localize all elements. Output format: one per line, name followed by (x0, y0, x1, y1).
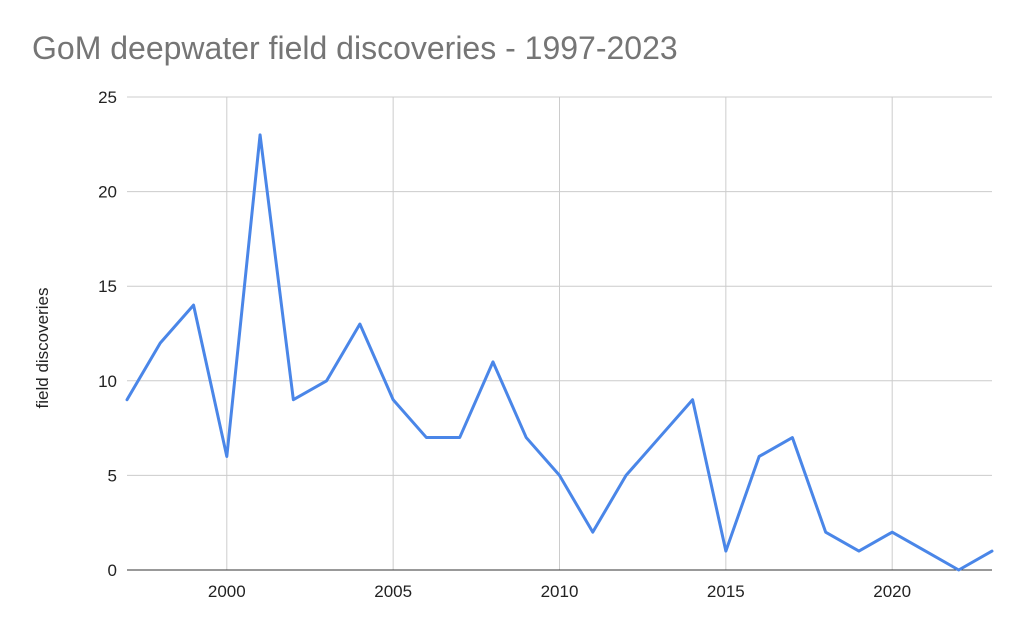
x-tick-label: 2015 (707, 582, 745, 601)
y-axis-label: field discoveries (33, 288, 52, 409)
x-tick-label: 2005 (374, 582, 412, 601)
gridlines (127, 96, 992, 570)
y-tick-label: 20 (98, 183, 117, 202)
x-tick-label: 2020 (873, 582, 911, 601)
y-tick-label: 0 (108, 561, 117, 580)
series-layer (125, 133, 994, 572)
axes: 0 5 10 15 20 25 2000 2005 2010 2015 2020 (98, 88, 992, 601)
chart-title: GoM deepwater field discoveries - 1997-2… (32, 30, 678, 66)
series-line (125, 133, 994, 572)
x-tick-label: 2000 (208, 582, 246, 601)
x-tick-label: 2010 (541, 582, 579, 601)
y-tick-label: 15 (98, 277, 117, 296)
y-tick-label: 5 (108, 466, 117, 485)
y-tick-label: 25 (98, 88, 117, 107)
y-tick-label: 10 (98, 372, 117, 391)
